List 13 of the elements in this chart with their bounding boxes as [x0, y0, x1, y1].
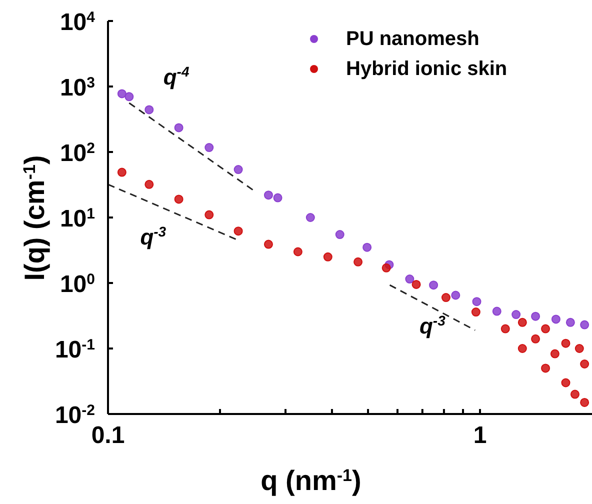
annotation: q$^{-3}$	[140, 223, 166, 250]
legend-label: Hybrid ionic skin	[346, 58, 508, 80]
y-tick-label: 10$^{4}$	[60, 8, 96, 36]
x-axis-title: q (nm$^{-1}$)	[260, 465, 362, 496]
y-tick-label: 10$^{3}$	[60, 74, 95, 102]
y-tick-label: 10$^{1}$	[60, 205, 95, 232]
y-tick-label: 10$^{-1}$	[54, 336, 95, 364]
y-tick-label: 10$^{2}$	[60, 140, 95, 167]
legend-label: PU nanomesh	[346, 28, 480, 50]
annotation: q$^{-3}$	[419, 312, 446, 339]
y-tick-label: 10$^{0}$	[60, 270, 95, 298]
x-tick-label: 1	[473, 422, 487, 449]
annotation: q$^{-4}$	[163, 64, 190, 90]
